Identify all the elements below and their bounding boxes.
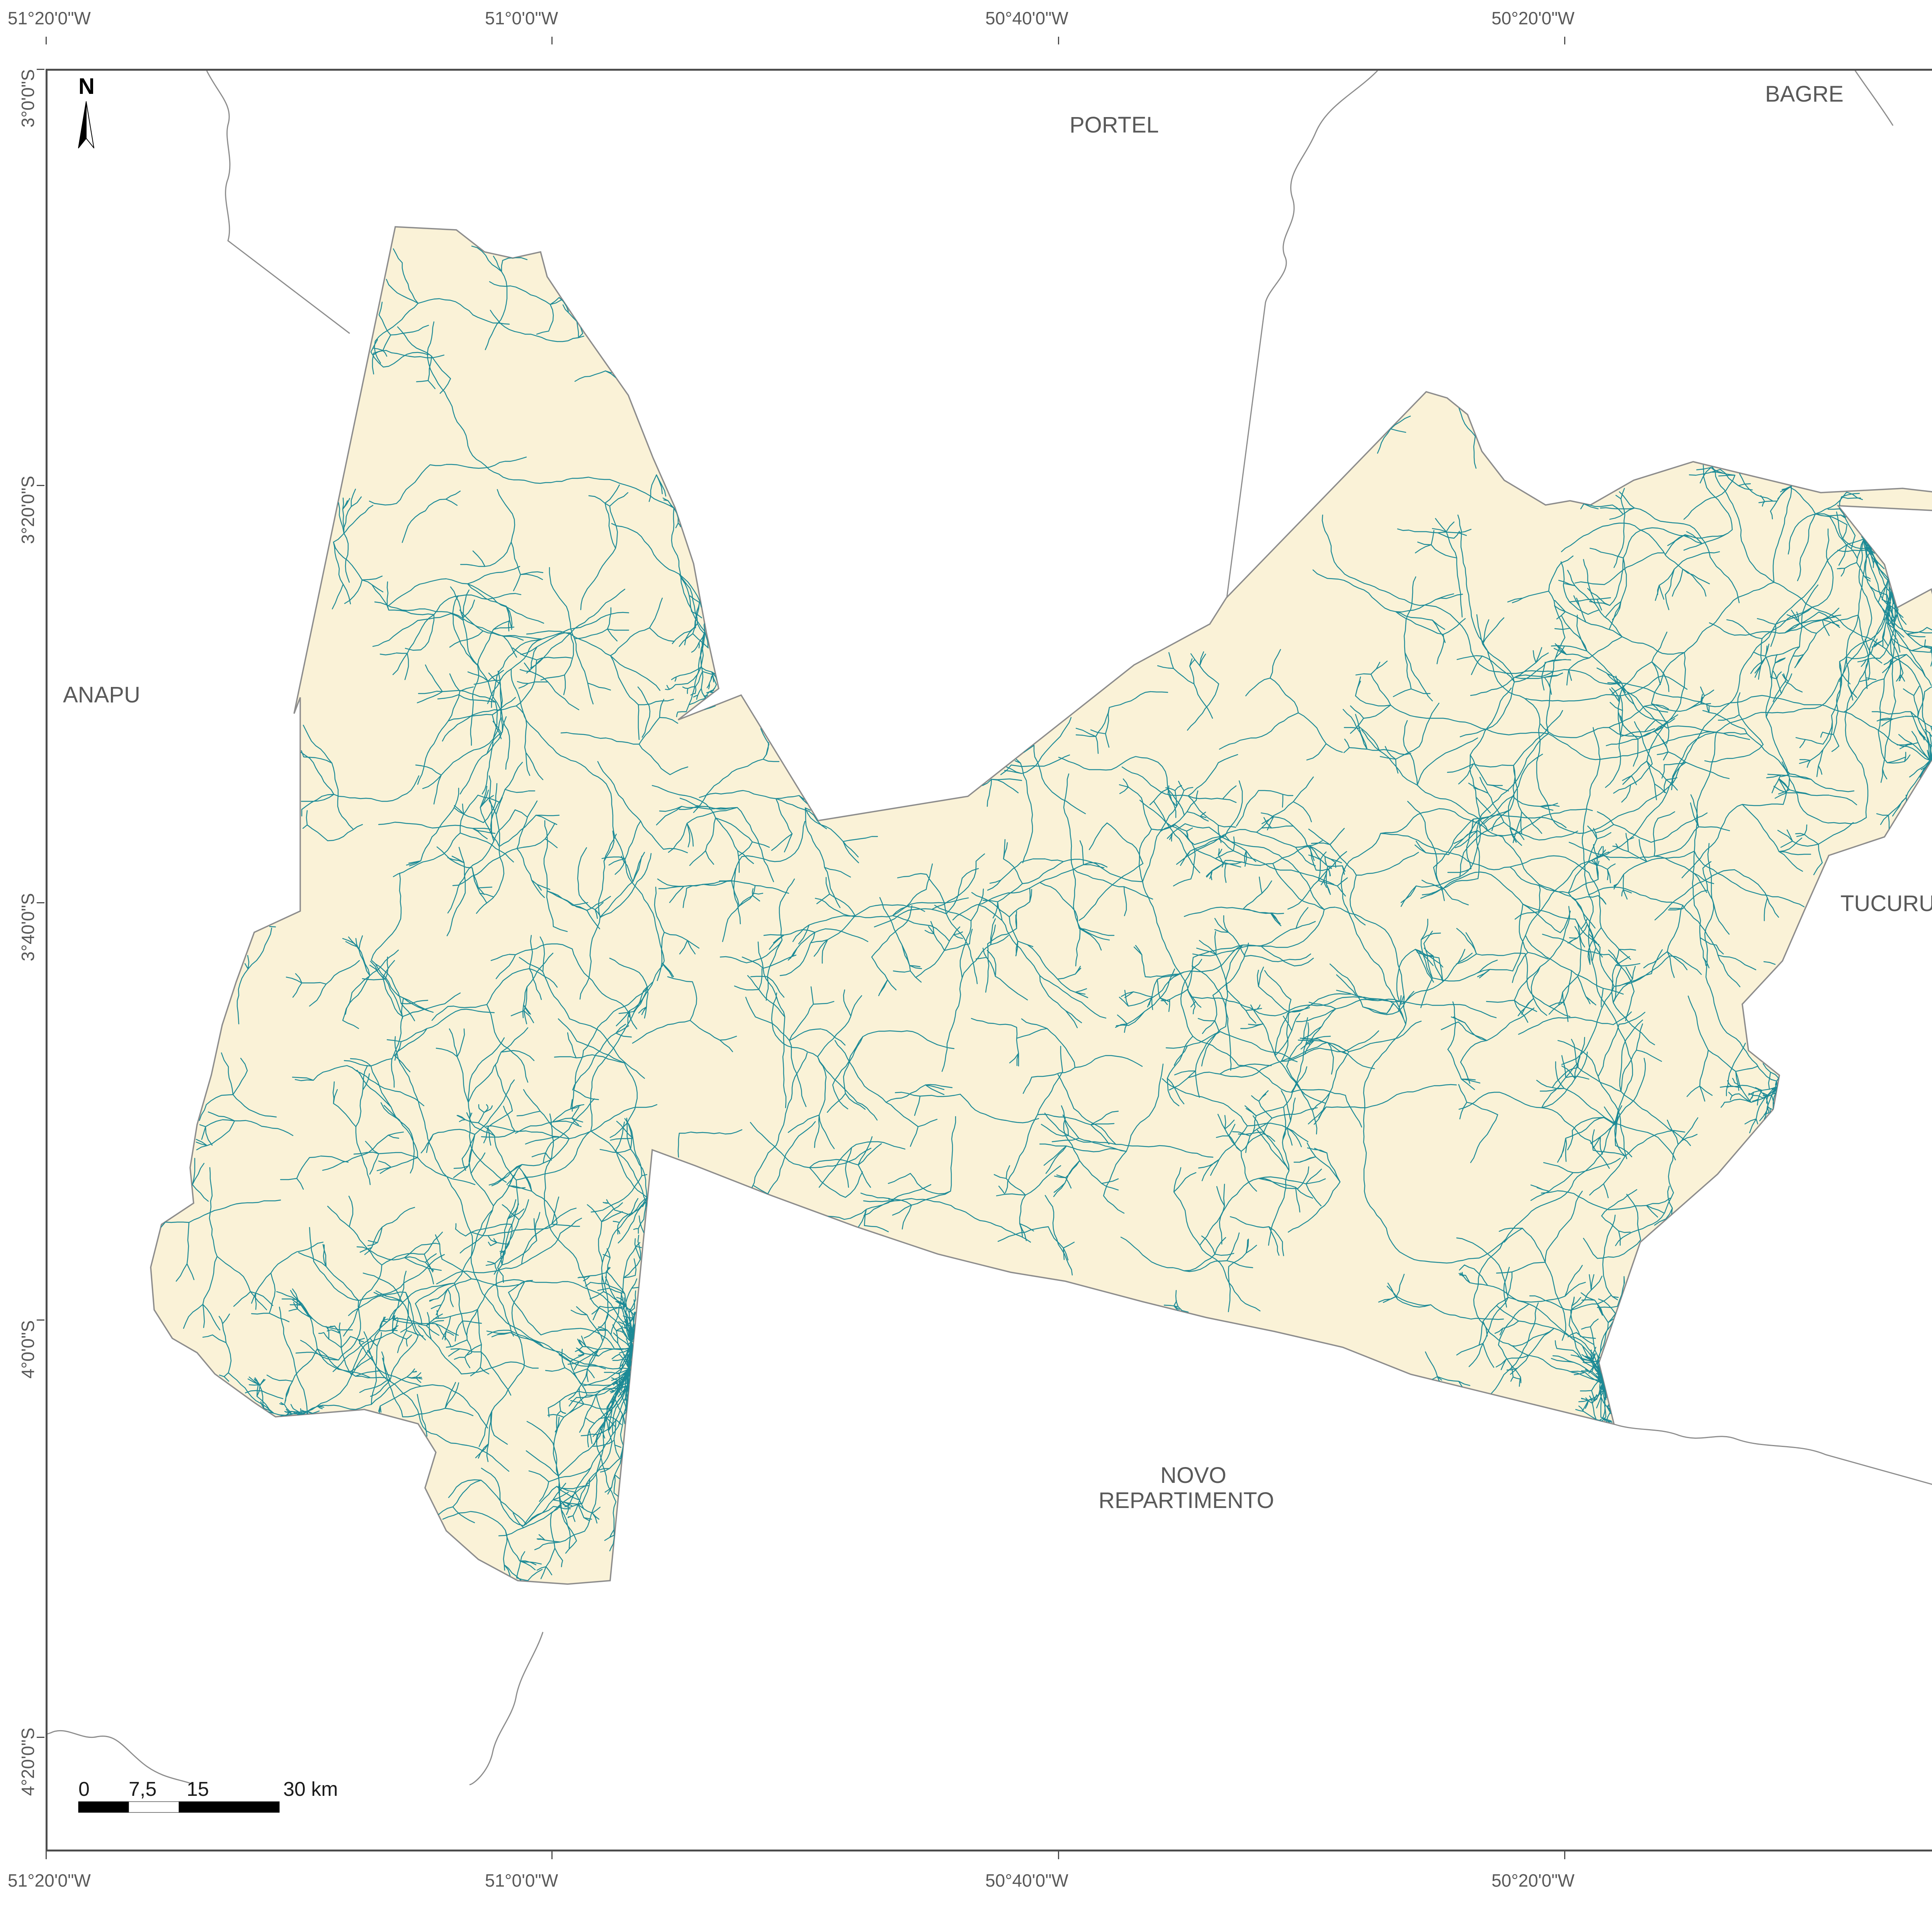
svg-text:30 km: 30 km	[283, 1778, 338, 1800]
svg-text:TUCURUÍ: TUCURUÍ	[1840, 891, 1932, 916]
svg-text:NOVO: NOVO	[1160, 1463, 1226, 1488]
svg-text:REPARTIMENTO: REPARTIMENTO	[1099, 1488, 1274, 1513]
svg-text:BAGRE: BAGRE	[1765, 82, 1844, 107]
svg-text:PORTEL: PORTEL	[1070, 112, 1159, 138]
svg-text:ANAPU: ANAPU	[63, 682, 140, 707]
svg-text:15: 15	[187, 1778, 209, 1800]
svg-text:7,5: 7,5	[129, 1778, 156, 1800]
svg-text:N: N	[78, 74, 95, 99]
svg-text:0: 0	[78, 1778, 90, 1800]
